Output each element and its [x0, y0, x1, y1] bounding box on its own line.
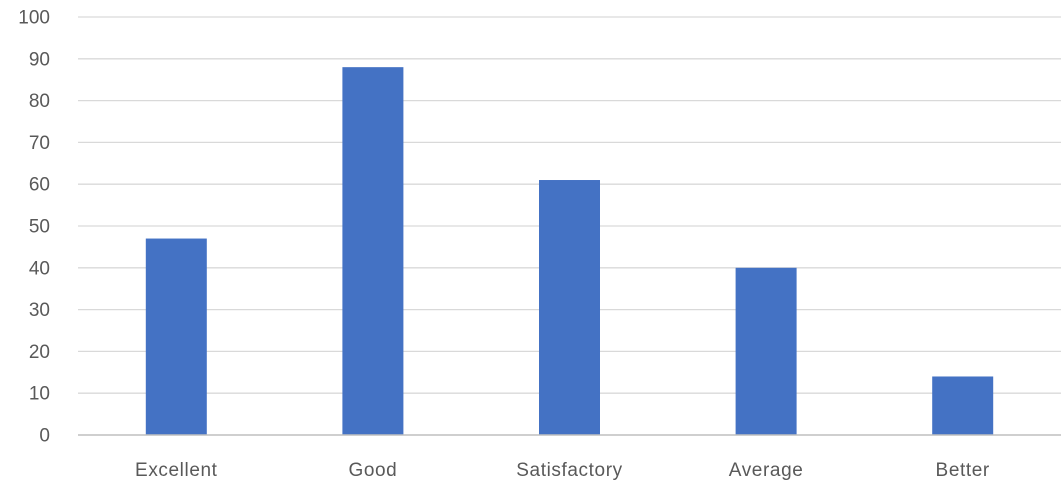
y-tick-label: 40 — [29, 258, 50, 279]
y-axis-ticks: 0 10 20 30 40 50 60 70 80 90 100 — [18, 8, 50, 447]
bar-better — [932, 376, 994, 435]
bar-average — [735, 267, 797, 435]
y-tick-label: 50 — [29, 217, 50, 238]
y-tick-label: 100 — [18, 8, 50, 29]
x-category-label: Excellent — [135, 460, 218, 481]
y-tick-label: 90 — [29, 49, 50, 70]
y-tick-label: 80 — [29, 91, 50, 112]
y-tick-label: 10 — [29, 384, 50, 405]
y-tick-label: 0 — [39, 426, 50, 447]
x-axis-categories: Excellent Good Satisfactory Average Better — [135, 460, 990, 481]
x-category-label: Better — [936, 460, 990, 481]
x-category-label: Good — [348, 460, 397, 481]
y-tick-label: 70 — [29, 133, 50, 154]
y-tick-label: 30 — [29, 300, 50, 321]
bar-excellent — [145, 238, 207, 435]
bars — [145, 67, 994, 435]
bar-satisfactory — [539, 180, 600, 435]
y-tick-label: 20 — [29, 342, 50, 363]
bar-good — [342, 67, 404, 435]
x-category-label: Average — [729, 460, 804, 481]
x-category-label: Satisfactory — [516, 460, 622, 481]
y-tick-label: 60 — [29, 175, 50, 196]
